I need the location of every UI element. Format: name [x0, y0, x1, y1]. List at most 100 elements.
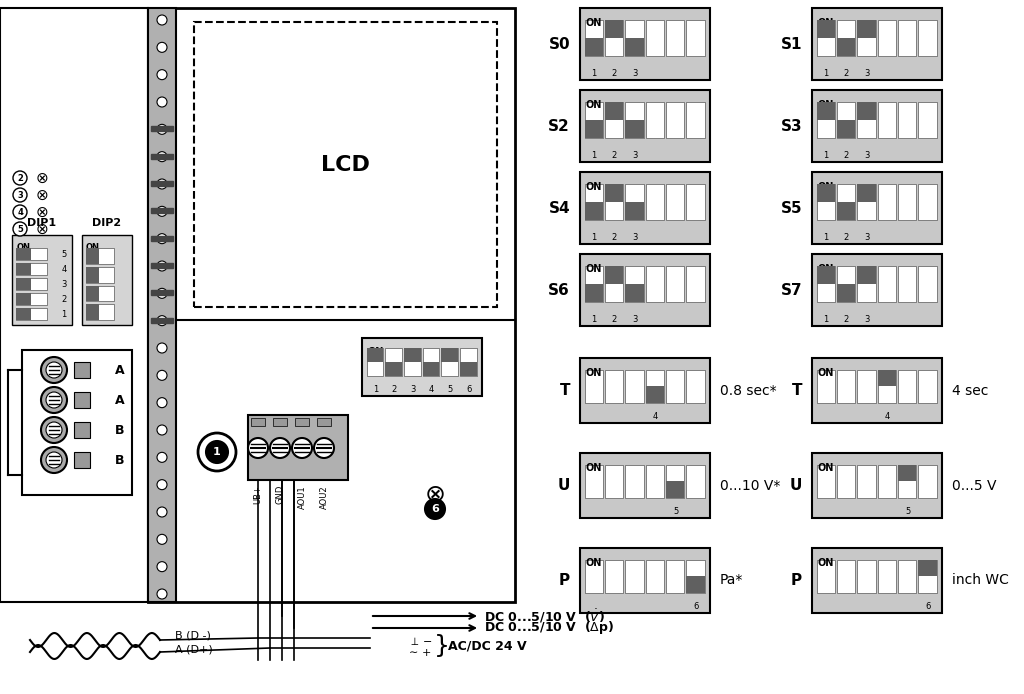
Text: 3: 3	[632, 69, 638, 78]
Bar	[403, 348, 421, 362]
Text: 1: 1	[823, 233, 828, 242]
Text: ON: ON	[367, 347, 383, 357]
Text: 1: 1	[823, 69, 828, 78]
Circle shape	[157, 15, 167, 25]
Bar	[816, 370, 835, 403]
Bar	[816, 560, 835, 593]
Circle shape	[157, 398, 167, 407]
Text: 4: 4	[61, 265, 67, 274]
Circle shape	[157, 425, 167, 435]
Bar	[317, 418, 331, 426]
Circle shape	[13, 222, 27, 236]
Bar	[585, 184, 603, 220]
Circle shape	[157, 42, 167, 52]
Circle shape	[157, 206, 167, 217]
Text: S5: S5	[780, 201, 802, 216]
Text: 2: 2	[391, 385, 396, 394]
Bar	[16, 248, 47, 260]
Text: AOU2: AOU2	[319, 485, 329, 509]
Circle shape	[41, 387, 67, 413]
Text: 2: 2	[612, 315, 617, 324]
Text: 5: 5	[905, 507, 910, 516]
Bar	[16, 278, 47, 290]
Bar	[837, 20, 855, 56]
Bar	[919, 465, 937, 498]
Bar	[686, 576, 705, 593]
Bar	[580, 172, 710, 244]
Text: 1: 1	[823, 315, 828, 324]
Bar	[605, 465, 624, 498]
Circle shape	[41, 447, 67, 473]
Text: 0...10 V*: 0...10 V*	[720, 478, 780, 493]
Bar	[626, 102, 643, 138]
Text: ON: ON	[586, 264, 602, 274]
Bar	[812, 8, 942, 80]
Bar	[812, 254, 942, 326]
Bar	[878, 266, 896, 302]
Bar	[837, 184, 855, 220]
Bar	[74, 362, 90, 378]
Circle shape	[292, 438, 312, 458]
Bar	[403, 348, 421, 376]
Text: 3: 3	[864, 69, 869, 78]
Bar	[919, 370, 937, 403]
Text: ⊗: ⊗	[36, 221, 48, 237]
Text: A: A	[115, 364, 125, 377]
Bar	[605, 560, 624, 593]
Bar	[812, 548, 942, 613]
Bar	[16, 308, 31, 320]
Bar	[816, 184, 835, 220]
Text: 2: 2	[844, 233, 849, 242]
Bar	[816, 102, 835, 138]
Circle shape	[425, 499, 445, 519]
Bar	[74, 422, 90, 438]
Circle shape	[46, 452, 62, 468]
Circle shape	[157, 152, 167, 162]
Bar	[645, 560, 664, 593]
Text: Pa*: Pa*	[720, 573, 743, 588]
Circle shape	[198, 433, 236, 471]
Text: 2: 2	[17, 174, 23, 183]
Circle shape	[157, 234, 167, 244]
Bar	[666, 266, 684, 302]
Bar	[837, 202, 855, 220]
Bar	[666, 465, 684, 498]
Bar	[16, 293, 47, 305]
Text: 3: 3	[864, 233, 869, 242]
Bar	[148, 8, 176, 602]
Text: 6: 6	[925, 602, 931, 611]
Circle shape	[157, 534, 167, 544]
Text: ON: ON	[17, 243, 31, 252]
Text: 2: 2	[844, 151, 849, 160]
Text: 2: 2	[844, 69, 849, 78]
Text: ⊗: ⊗	[36, 171, 48, 185]
Bar	[837, 120, 855, 138]
Bar	[898, 465, 916, 498]
Bar	[816, 184, 835, 202]
Bar	[878, 184, 896, 220]
Text: ON: ON	[586, 368, 602, 378]
Bar	[585, 560, 603, 593]
Bar	[12, 235, 72, 325]
Bar	[837, 266, 855, 302]
Text: ON: ON	[818, 100, 835, 110]
Bar	[857, 184, 876, 202]
Text: ON: ON	[818, 558, 835, 568]
Text: S7: S7	[780, 282, 802, 298]
Bar	[666, 102, 684, 138]
Bar	[898, 370, 916, 403]
Bar	[898, 184, 916, 220]
Bar	[686, 370, 705, 403]
Text: ⊗: ⊗	[36, 187, 48, 203]
Bar	[580, 358, 710, 423]
Text: T: T	[792, 383, 802, 398]
Bar	[919, 560, 937, 593]
Bar	[878, 465, 896, 498]
Bar	[878, 560, 896, 593]
Bar	[585, 370, 603, 403]
Text: $\sim +$: $\sim +$	[407, 647, 432, 657]
Text: 4: 4	[429, 385, 434, 394]
Bar	[626, 120, 643, 138]
Text: 6: 6	[693, 602, 698, 611]
Text: P: P	[559, 573, 570, 588]
